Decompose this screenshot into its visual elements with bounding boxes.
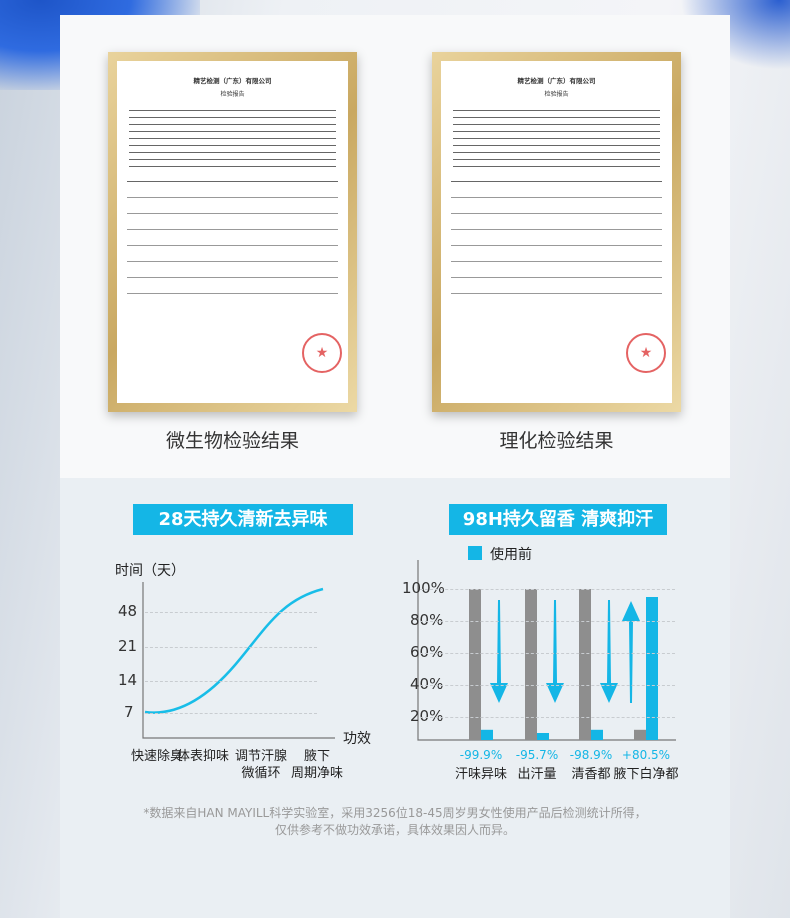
- gridline: [420, 589, 675, 590]
- gridline: [145, 713, 317, 714]
- report-title: 检验报告: [220, 91, 245, 98]
- x-category-label: 体表抑味: [176, 749, 229, 764]
- legend-label: 使用前: [490, 547, 532, 563]
- x-category-label: 清香都: [571, 767, 611, 782]
- y-tick-label: 21: [118, 637, 138, 655]
- change-label: -99.9%: [459, 748, 503, 762]
- gridline: [420, 685, 675, 686]
- x-category-label: 出汗量: [517, 767, 557, 782]
- bar-cyan: [481, 729, 493, 740]
- gridline: [145, 681, 317, 682]
- y-axis-label: 时间（天）: [115, 563, 185, 579]
- y-tick-label: 80%: [410, 611, 444, 629]
- axis-lines: [417, 560, 676, 741]
- change-label: +80.5%: [621, 748, 671, 762]
- axis-lines: [142, 582, 335, 739]
- certificate-microbiology: 精艺检测（广东）有限公司 检验报告 ★: [108, 52, 357, 412]
- x-category-label: 快速除臭: [130, 749, 183, 764]
- legend-swatch: [468, 546, 482, 560]
- down-arrow-icon: [600, 600, 618, 703]
- footnote-line-1: *数据来自HAN MAYILL科学实验室，采用3256位18-45周岁男女性使用…: [143, 806, 647, 820]
- bar-gray: [634, 729, 646, 740]
- data-line: [144, 587, 324, 714]
- x-category-label: 腋下 周期净味: [290, 749, 343, 781]
- change-label: -98.9%: [569, 748, 613, 762]
- caption-microbiology: 微生物检验结果: [165, 430, 299, 452]
- certificate-physicochemical: 精艺检测（广东）有限公司 检验报告 ★: [432, 52, 681, 412]
- bar-cyan: [537, 733, 549, 740]
- y-tick-label: 20%: [410, 707, 444, 725]
- change-label: -95.7%: [515, 748, 559, 762]
- bar-gray: [579, 589, 591, 740]
- seal-stamp: ★: [626, 333, 666, 373]
- y-tick-label: 7: [124, 703, 134, 721]
- bar-gray: [469, 589, 481, 740]
- y-tick-label: 40%: [410, 675, 444, 693]
- y-tick-label: 60%: [410, 643, 444, 661]
- x-category-label: 腋下白净都: [613, 767, 679, 782]
- report-paper: 精艺检测（广东）有限公司 检验报告 ★: [117, 61, 348, 403]
- company-name: 精艺检测（广东）有限公司: [517, 77, 596, 85]
- footnote-line-2: 仅供参考不做功效承诺，具体效果因人而异。: [274, 823, 515, 837]
- bar-cyan: [591, 729, 603, 740]
- x-category-label: 汗味异味: [454, 767, 507, 782]
- down-arrow-icon: [546, 600, 564, 703]
- caption-physicochemical: 理化检验结果: [499, 430, 614, 452]
- up-arrow-icon: [622, 601, 640, 703]
- down-arrow-icon: [490, 600, 508, 703]
- y-tick-label: 14: [118, 671, 138, 689]
- gridline: [420, 621, 675, 622]
- y-tick-label: 48: [118, 602, 138, 620]
- chart2-title: 98H持久留香 清爽抑汗: [449, 504, 667, 535]
- report-title: 检验报告: [544, 91, 569, 98]
- report-paper: 精艺检测（广东）有限公司 检验报告 ★: [441, 61, 672, 403]
- gridline: [420, 653, 675, 654]
- gridline: [145, 647, 317, 648]
- company-name: 精艺检测（广东）有限公司: [193, 77, 272, 85]
- x-axis-label: 功效: [343, 731, 371, 747]
- gridline: [145, 612, 317, 613]
- charts-section: [60, 478, 730, 918]
- bar-cyan: [646, 597, 658, 740]
- gridline: [420, 717, 675, 718]
- bar-gray: [525, 589, 537, 740]
- seal-stamp: ★: [302, 333, 342, 373]
- chart1-title: 28天持久清新去异味: [133, 504, 353, 535]
- y-tick-label: 100%: [402, 579, 445, 597]
- x-category-label: 调节汗腺 微循环: [234, 749, 287, 781]
